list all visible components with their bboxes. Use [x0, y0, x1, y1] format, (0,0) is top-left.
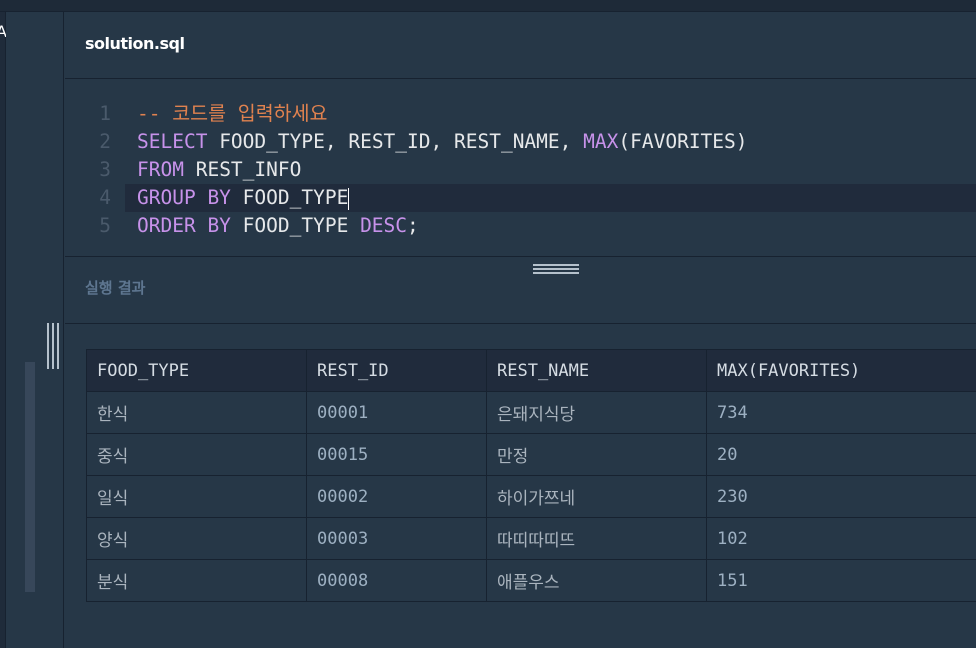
- file-tab[interactable]: solution.sql: [85, 34, 185, 53]
- line-number: 5: [99, 214, 111, 237]
- code-line: 3 FROM REST_INFO: [65, 156, 976, 184]
- code-text: (FAVORITES): [618, 130, 748, 153]
- table-row: 한식 00001 은돼지식당 734: [86, 391, 976, 434]
- text-cursor: [348, 187, 350, 210]
- table-row: 양식 00003 따띠따띠뜨 102: [86, 517, 976, 560]
- table-cell: 230: [706, 475, 976, 518]
- code-line: 2 SELECT FOOD_TYPE, REST_ID, REST_NAME, M…: [65, 128, 976, 156]
- keyword: FROM: [137, 158, 184, 181]
- table-cell: 00001: [306, 391, 487, 434]
- code-text: REST_INFO: [183, 158, 302, 181]
- table-header-row: FOOD_TYPE REST_ID REST_NAME MAX(FAVORITE…: [86, 349, 976, 392]
- code-text: FOOD_TYPE: [230, 186, 349, 209]
- code-text: FOOD_TYPE, REST_ID, REST_NAME,: [207, 130, 584, 153]
- line-number: 2: [99, 130, 111, 153]
- table-cell: 은돼지식당: [486, 391, 707, 434]
- code-line-active: 4 GROUP BY FOOD_TYPE: [65, 184, 976, 212]
- results-title: 실행 결과: [65, 257, 976, 324]
- keyword: SELECT: [137, 130, 208, 153]
- left-panel: A: [0, 12, 7, 648]
- splitter-handle-icon[interactable]: [533, 264, 579, 274]
- code-line: 5 ORDER BY FOOD_TYPE DESC;: [65, 212, 976, 240]
- left-panel-label: A: [0, 22, 7, 41]
- code-text: ;: [407, 214, 419, 237]
- line-number: 1: [99, 102, 111, 125]
- top-bar: [0, 0, 976, 12]
- table-cell: 734: [706, 391, 976, 434]
- keyword: MAX: [583, 130, 619, 153]
- table-cell: 따띠따띠뜨: [486, 517, 707, 560]
- table-cell: 하이가쯔네: [486, 475, 707, 518]
- table-cell: 00002: [306, 475, 487, 518]
- column-header: REST_ID: [306, 349, 487, 392]
- table-cell: 양식: [86, 517, 307, 560]
- results-table: FOOD_TYPE REST_ID REST_NAME MAX(FAVORITE…: [86, 349, 976, 602]
- table-cell: 분식: [86, 559, 307, 602]
- code-line: 1 -- 코드를 입력하세요: [65, 100, 976, 128]
- keyword: GROUP BY: [137, 186, 231, 209]
- side-gutter: [6, 12, 64, 648]
- table-cell: 00015: [306, 433, 487, 476]
- code-text: FOOD_TYPE: [230, 214, 361, 237]
- scrollbar[interactable]: [25, 362, 35, 592]
- keyword: ORDER BY: [137, 214, 231, 237]
- table-row: 일식 00002 하이가쯔네 230: [86, 475, 976, 518]
- panel-resize-handle-icon[interactable]: [47, 323, 61, 369]
- table-cell: 만정: [486, 433, 707, 476]
- line-number: 3: [99, 158, 111, 181]
- column-header: FOOD_TYPE: [86, 349, 307, 392]
- code-editor[interactable]: 1 -- 코드를 입력하세요 2 SELECT FOOD_TYPE, REST_ID…: [65, 79, 976, 257]
- table-cell: 00003: [306, 517, 487, 560]
- table-cell: 102: [706, 517, 976, 560]
- column-header: MAX(FAVORITES): [706, 349, 976, 392]
- column-header: REST_NAME: [486, 349, 707, 392]
- table-row: 분식 00008 애플우스 151: [86, 559, 976, 602]
- main-area: solution.sql 1 -- 코드를 입력하세요 2 SELECT FOOD_…: [65, 12, 976, 648]
- table-cell: 중식: [86, 433, 307, 476]
- editor-header: solution.sql: [65, 12, 976, 79]
- table-row: 중식 00015 만정 20: [86, 433, 976, 476]
- table-cell: 애플우스: [486, 559, 707, 602]
- keyword: DESC: [360, 214, 408, 237]
- line-number: 4: [65, 184, 125, 212]
- comment: -- 코드를 입력하세요: [137, 102, 328, 125]
- table-cell: 00008: [306, 559, 487, 602]
- table-cell: 20: [706, 433, 976, 476]
- table-cell: 151: [706, 559, 976, 602]
- table-cell: 한식: [86, 391, 307, 434]
- table-cell: 일식: [86, 475, 307, 518]
